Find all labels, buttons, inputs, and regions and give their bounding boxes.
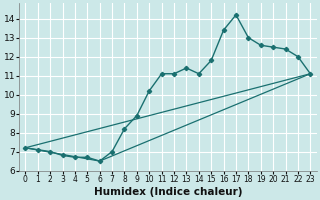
X-axis label: Humidex (Indice chaleur): Humidex (Indice chaleur) xyxy=(93,187,242,197)
